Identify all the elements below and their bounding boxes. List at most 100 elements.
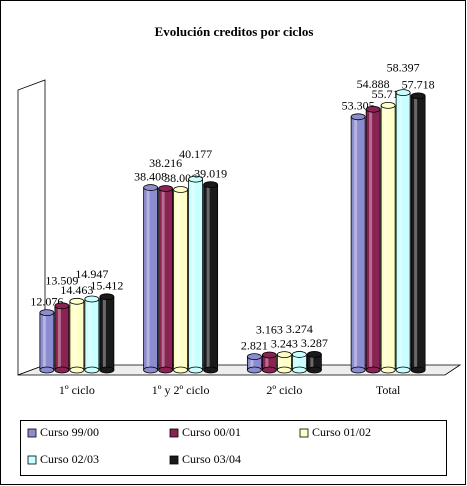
- floor: [17, 364, 462, 376]
- bar-base: [350, 366, 366, 374]
- legend: [20, 420, 447, 476]
- bar-cap: [246, 353, 262, 361]
- legend-label: Curso 02/03: [40, 452, 99, 466]
- legend-swatch: [27, 455, 37, 465]
- bar-cap: [188, 175, 204, 183]
- bar-cap: [276, 351, 292, 358]
- bar-shine: [72, 301, 76, 370]
- bar-cap: [410, 92, 426, 100]
- bar-base: [395, 366, 411, 374]
- x-tick-label: 1º y 2º ciclo: [152, 383, 210, 397]
- data-label: 3.274: [286, 322, 313, 336]
- bar-cap: [99, 293, 115, 301]
- data-label: 15.412: [90, 279, 123, 293]
- bar-shine: [176, 189, 180, 370]
- bar: [395, 92, 411, 371]
- bar-base: [39, 366, 55, 374]
- bar-base: [306, 366, 322, 374]
- x-tick-label: 1º ciclo: [59, 383, 95, 397]
- bar-base: [188, 366, 204, 374]
- legend-label: Curso 03/04: [182, 452, 241, 466]
- bar: [143, 187, 159, 371]
- bar-cap: [143, 184, 159, 191]
- bar: [350, 116, 366, 371]
- bar: [69, 300, 85, 371]
- bar-base: [246, 366, 262, 374]
- bar: [188, 178, 204, 371]
- bar-base: [365, 366, 381, 374]
- data-label: 14.947: [75, 267, 108, 281]
- bar-base: [261, 366, 277, 374]
- bar: [54, 305, 70, 371]
- bar: [173, 189, 189, 371]
- bar-cap: [158, 185, 174, 192]
- data-label: 2.821: [241, 338, 268, 352]
- bar-base: [158, 366, 174, 374]
- bar-cap: [173, 186, 189, 193]
- legend-swatch: [169, 428, 179, 438]
- bar-shine: [87, 299, 91, 370]
- x-tick-label: 2º ciclo: [266, 383, 302, 397]
- data-label: 58.397: [387, 60, 420, 74]
- bar-base: [173, 366, 189, 374]
- bar-base: [84, 366, 100, 374]
- bar-base: [380, 366, 396, 374]
- bar-cap: [365, 105, 381, 113]
- legend-swatch: [299, 428, 309, 438]
- bar-shine: [57, 305, 61, 370]
- bar-shine: [354, 116, 358, 371]
- bar-base: [143, 366, 159, 374]
- bar-cap: [350, 113, 366, 121]
- bar-base: [291, 366, 307, 374]
- bar-cap: [291, 351, 307, 358]
- legend-label: Curso 00/01: [182, 425, 241, 439]
- bar-cap: [69, 297, 85, 305]
- bar-shine: [146, 187, 150, 370]
- bar-shine: [295, 354, 299, 370]
- bar-cap: [380, 101, 396, 109]
- bar: [410, 95, 426, 371]
- data-label: 13.509: [45, 274, 78, 288]
- data-label: 57.718: [402, 78, 435, 92]
- bar-shine: [310, 354, 314, 370]
- bar: [203, 184, 219, 371]
- bar: [39, 312, 55, 371]
- bar: [99, 296, 115, 371]
- bar: [380, 104, 396, 371]
- data-label: 3.287: [301, 336, 328, 350]
- data-label: 38.408: [134, 169, 167, 183]
- data-label: 38.216: [149, 156, 182, 170]
- legend-swatch: [27, 428, 37, 438]
- legend-label: Curso 99/00: [40, 425, 99, 439]
- bar: [365, 108, 381, 371]
- bar: [158, 188, 174, 371]
- bar-shine: [369, 109, 373, 371]
- data-label: 3.243: [271, 336, 298, 350]
- bar-shine: [265, 354, 269, 370]
- bar-cap: [306, 350, 322, 358]
- bar-shine: [250, 356, 254, 370]
- bar-shine: [191, 179, 195, 370]
- bar-cap: [261, 351, 277, 359]
- bar-shine: [280, 354, 284, 370]
- bar-cap: [203, 181, 219, 189]
- data-label: 39.019: [194, 166, 227, 180]
- bar-shine: [414, 95, 418, 370]
- chart-title: Evolución creditos por ciclos: [155, 24, 314, 39]
- bar-shine: [399, 92, 403, 370]
- bar-shine: [206, 184, 210, 370]
- bar-base: [69, 366, 85, 374]
- data-label: 40.177: [179, 147, 212, 161]
- bar-shine: [384, 105, 388, 371]
- legend-swatch: [169, 455, 179, 465]
- bar-cap: [54, 302, 70, 310]
- bar-cap: [395, 89, 411, 97]
- bar-shine: [161, 188, 165, 370]
- bar-cap: [84, 295, 100, 303]
- bar-shine: [42, 312, 46, 370]
- bar-base: [410, 366, 426, 374]
- bar-base: [54, 366, 70, 374]
- bar-base: [203, 366, 219, 374]
- data-label: 3.163: [256, 323, 283, 337]
